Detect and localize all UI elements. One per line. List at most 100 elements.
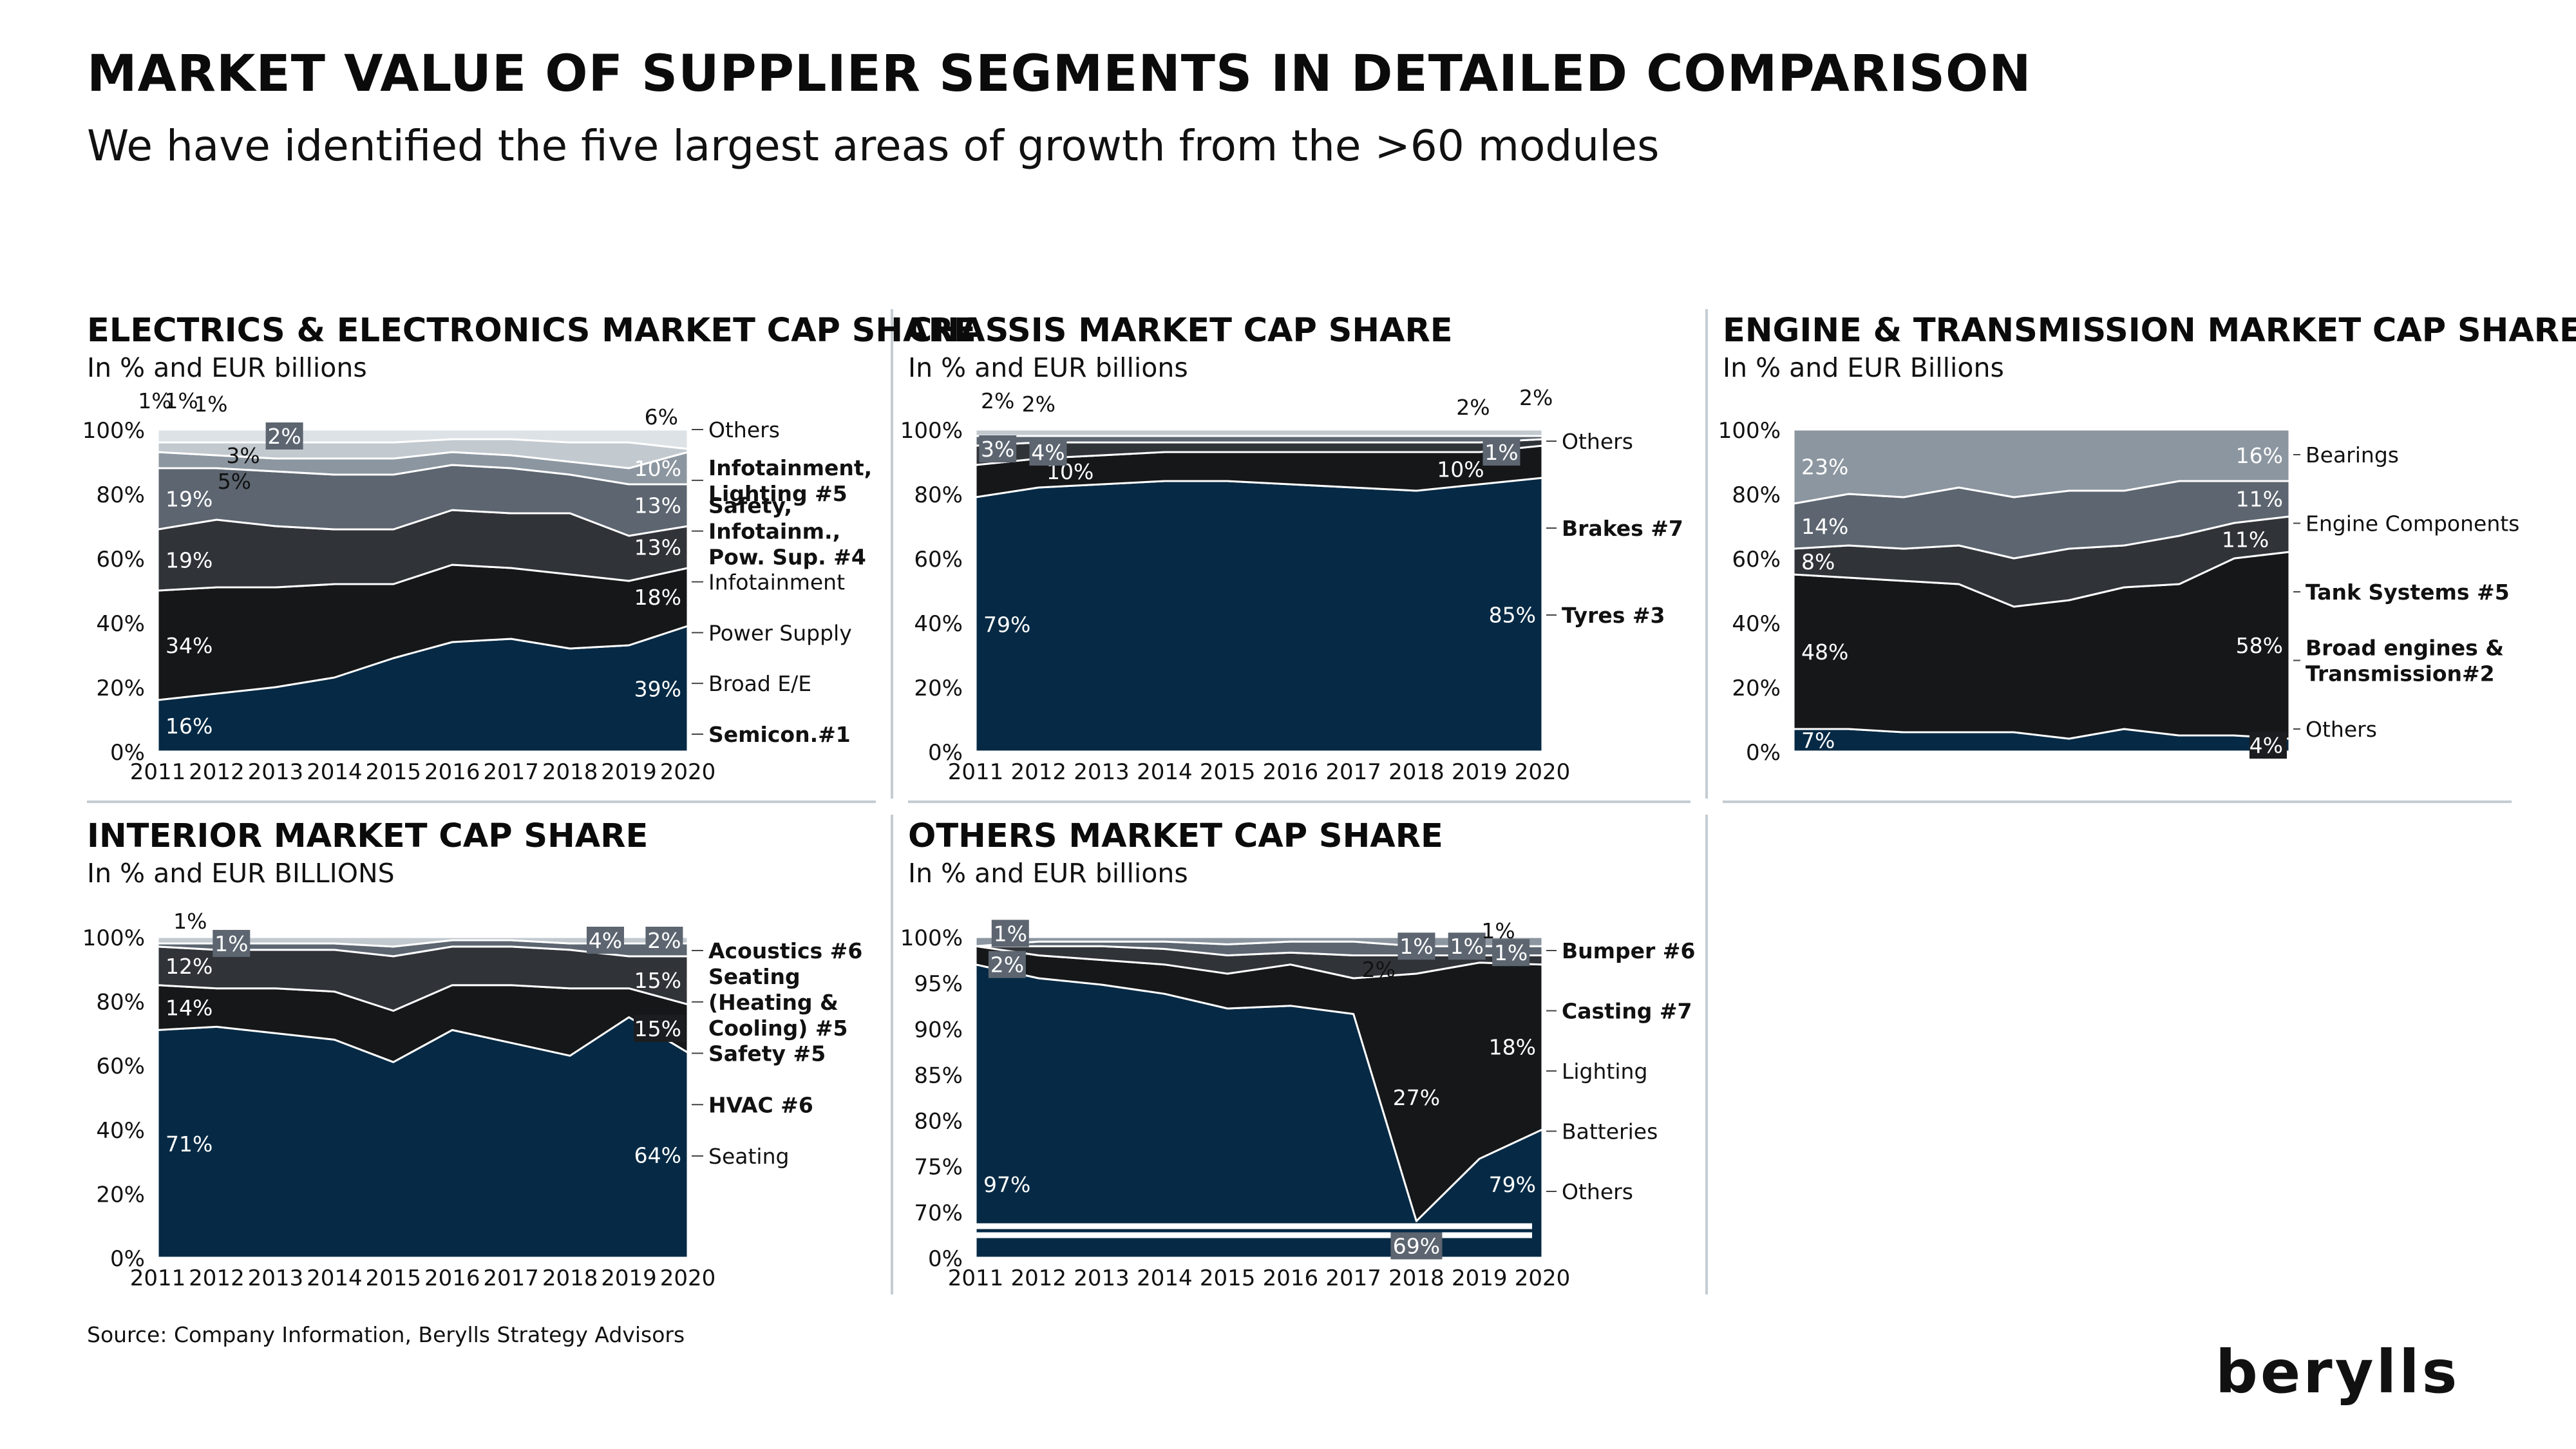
data-label: 97% [983, 1172, 1030, 1197]
legend-label-line: Safety #5 [708, 1041, 826, 1066]
legend-label-line: Acoustics #6 [708, 938, 862, 963]
legend-label-line: Bearings [2306, 442, 2399, 468]
x-tick-label: 2016 [424, 759, 480, 785]
chart-title: ELECTRICS & ELECTRONICS MARKET CAP SHARE [87, 312, 976, 350]
legend-label-line: (Heating & [708, 990, 838, 1015]
chart-electrics-electronics-market-cap-share: ELECTRICS & ELECTRONICS MARKET CAP SHARE… [82, 312, 976, 785]
x-tick-label: 2015 [366, 1265, 422, 1291]
x-tick-label: 2019 [1452, 759, 1508, 785]
legend-label: Semicon.#1 [708, 722, 851, 747]
x-tick-label: 2011 [948, 759, 1004, 785]
source-note: Source: Company Information, Berylls Str… [87, 1322, 685, 1347]
y-tick-label: 80% [914, 1109, 963, 1135]
x-tick-label: 2018 [1388, 759, 1444, 785]
legend-label: Bearings [2306, 442, 2399, 468]
callout-label: 1% [1399, 934, 1433, 959]
legend-label-line: Cooling) #5 [708, 1016, 848, 1041]
legend-label: Casting #7 [1562, 999, 1692, 1024]
data-label: 18% [1489, 1035, 1536, 1060]
y-tick-label: 60% [1732, 547, 1781, 573]
x-tick-label: 2014 [1137, 759, 1193, 785]
chart-subtitle: In % and EUR Billions [1723, 352, 2004, 383]
legend-label-line: Others [1562, 1179, 1633, 1204]
legend-label-line: Safety, [708, 493, 792, 518]
data-label: 18% [634, 585, 681, 610]
x-tick-label: 2020 [1515, 1265, 1571, 1291]
callout-label: 1% [214, 931, 248, 956]
callout-box [645, 926, 683, 954]
y-tick-label: 100% [900, 925, 963, 951]
x-tick-label: 2011 [948, 1265, 1004, 1291]
legend-label: Safety, Infotainm., Pow. Sup. #4 [708, 493, 866, 570]
callout-box [1492, 939, 1530, 967]
y-tick-label: 80% [96, 482, 145, 508]
data-label: 15% [634, 968, 681, 993]
callout-box [1448, 933, 1486, 960]
callout-box [991, 920, 1029, 947]
y-tick-label: 0% [110, 740, 145, 766]
legend-label-line: Transmission#2 [2306, 661, 2495, 687]
x-tick-label: 2014 [307, 1265, 363, 1291]
data-label: 7% [1801, 728, 1835, 753]
x-tick-label: 2013 [1074, 759, 1130, 785]
legend-label-line: Bumper #6 [1562, 938, 1695, 963]
chart-title: CHASSIS MARKET CAP SHARE [908, 312, 1453, 350]
legend-label: Safety #5 [708, 1041, 826, 1066]
area-bearings [1792, 428, 2291, 505]
callout-label: 1% [1484, 440, 1518, 465]
x-tick-label: 2018 [542, 759, 598, 785]
legend-label: Broad E/E [708, 671, 811, 696]
data-label: 15% [634, 1016, 681, 1041]
y-tick-label: 60% [96, 547, 145, 573]
callout-box [979, 435, 1017, 462]
legend-label: Batteries [1562, 1119, 1658, 1144]
y-tick-label: 40% [96, 611, 145, 637]
y-tick-label: 0% [110, 1246, 145, 1272]
legend-label-line: HVAC #6 [708, 1092, 813, 1117]
data-label: 58% [2236, 633, 2283, 658]
x-tick-label: 2016 [1263, 1265, 1319, 1291]
legend-label-line: Seating [708, 964, 800, 989]
x-tick-label: 2020 [660, 1265, 716, 1291]
legend-label-line: Semicon.#1 [708, 722, 851, 747]
legend-label: Others [708, 417, 780, 442]
callout-label: 1% [1494, 940, 1528, 965]
callout-label: 1% [994, 921, 1027, 946]
y-tick-label: 40% [96, 1118, 145, 1144]
data-label: 8% [1801, 549, 1835, 574]
y-tick-label: 60% [914, 547, 963, 573]
y-tick-label: 90% [914, 1017, 963, 1043]
legend-label-line: Tank Systems #5 [2306, 580, 2510, 605]
callout-label: 1% [1450, 934, 1483, 959]
legend-label: Infotainment [708, 570, 845, 595]
data-label: 10% [634, 456, 681, 481]
callout-label: 69% [1393, 1234, 1440, 1259]
legend-label-line: Lighting [1562, 1059, 1647, 1084]
y-tick-label: 100% [900, 418, 963, 444]
data-label: 4% [2249, 733, 2283, 758]
x-tick-label: 2020 [1515, 759, 1571, 785]
legend-label: Power Supply [708, 620, 852, 645]
legend-label-line: Tyres #3 [1562, 603, 1665, 628]
callout-label: 2% [267, 424, 301, 449]
callout-label: 1% [173, 909, 207, 934]
chart-subtitle: In % and EUR billions [87, 352, 367, 383]
data-label: 48% [1801, 639, 1848, 665]
callout-label: 2% [981, 388, 1014, 413]
data-label: 16% [2236, 443, 2283, 468]
legend-label: Brakes #7 [1562, 516, 1683, 541]
callout-label: 2% [990, 952, 1024, 978]
callout-box [265, 422, 303, 450]
x-tick-label: 2016 [424, 1265, 480, 1291]
legend-label: HVAC #6 [708, 1092, 813, 1117]
legend-label-line: Lighting #5 [708, 481, 848, 506]
x-tick-label: 2017 [1325, 1265, 1381, 1291]
legend-label: Bumper #6 [1562, 938, 1695, 963]
callout-label: 1% [194, 392, 227, 417]
legend-label: Infotainment, Lighting #5 [708, 455, 872, 506]
legend-label-line: Brakes #7 [1562, 516, 1683, 541]
callout-label: 2% [1362, 957, 1396, 982]
x-tick-label: 2017 [483, 759, 539, 785]
